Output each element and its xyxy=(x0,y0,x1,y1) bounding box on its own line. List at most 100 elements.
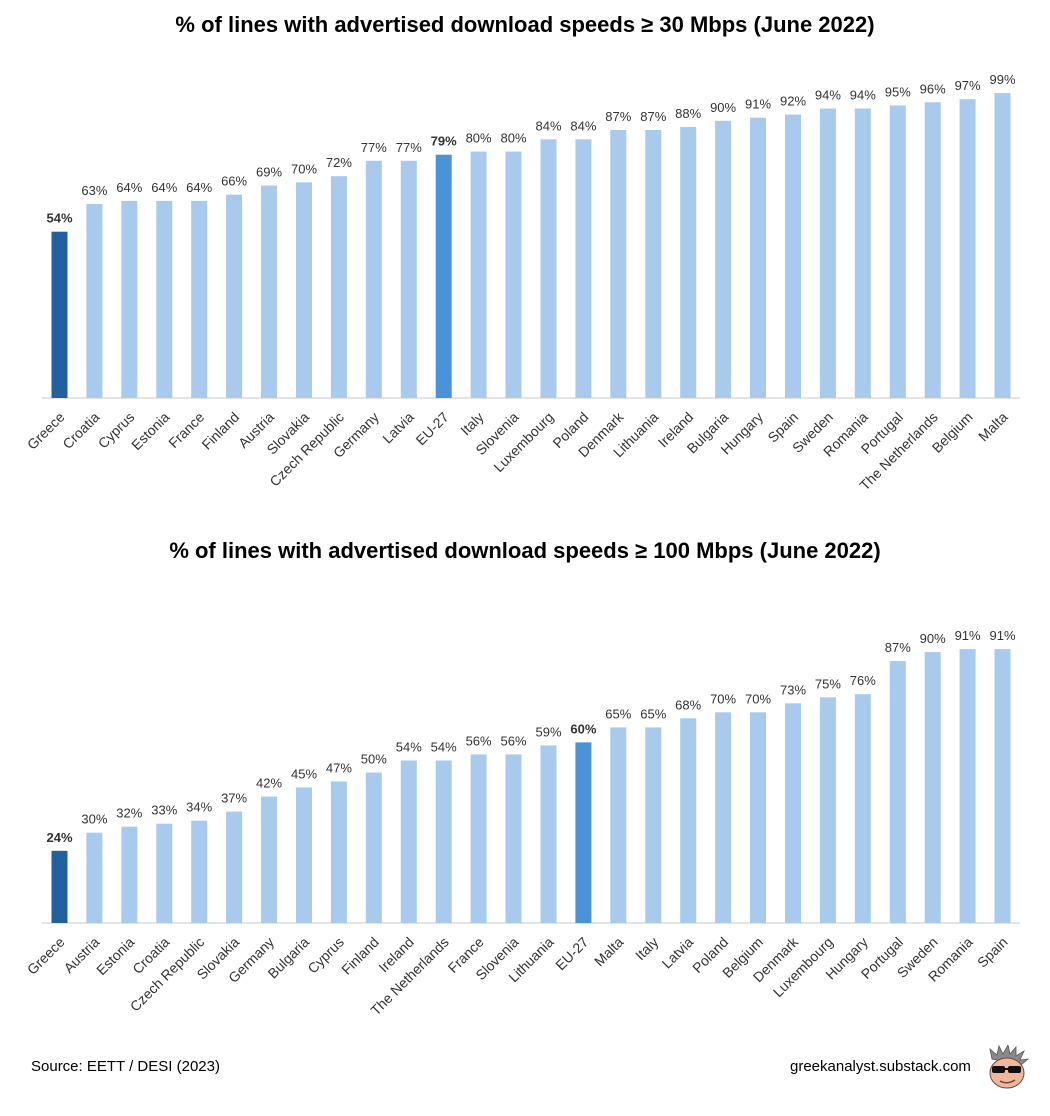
data-label: 34% xyxy=(186,800,212,815)
bar-france xyxy=(470,754,487,923)
data-label: 50% xyxy=(361,752,387,767)
data-label: 90% xyxy=(710,100,736,115)
data-label: 70% xyxy=(710,691,736,706)
bar-croatia xyxy=(86,204,103,398)
x-tick-label: Italy xyxy=(632,934,661,963)
bar-cyprus xyxy=(121,200,138,398)
chart-1-title: % of lines with advertised download spee… xyxy=(175,12,875,37)
bar-estonia xyxy=(156,200,173,398)
bar-portugal xyxy=(889,661,906,923)
data-label: 72% xyxy=(326,155,352,170)
data-label: 80% xyxy=(466,131,492,146)
data-label: 77% xyxy=(396,140,422,155)
data-label: 70% xyxy=(745,691,771,706)
x-tick-label: Finland xyxy=(338,934,382,978)
data-label: 24% xyxy=(46,830,72,845)
bar-slovakia xyxy=(296,182,312,398)
data-label: 95% xyxy=(885,84,911,99)
bar-germany xyxy=(365,160,382,398)
bar-czech-republic xyxy=(330,176,347,398)
data-label: 97% xyxy=(955,78,981,93)
bar-finland xyxy=(365,772,382,923)
bar-greece xyxy=(51,231,68,398)
data-label: 87% xyxy=(640,109,666,124)
chart-2-title: % of lines with advertised download spee… xyxy=(169,538,881,563)
data-label: 90% xyxy=(920,631,946,646)
bar-spain xyxy=(785,114,801,398)
bar-eu-27 xyxy=(435,154,452,398)
chart-1-bar-chart: 54%Greece63%Croatia64%Cyprus64%Estonia64… xyxy=(24,72,1020,493)
x-tick-label: Malta xyxy=(591,934,627,970)
bar-ireland xyxy=(680,127,697,398)
bar-germany xyxy=(261,796,277,923)
data-label: 56% xyxy=(466,733,492,748)
data-label: 66% xyxy=(221,174,247,189)
data-label: 65% xyxy=(605,706,631,721)
data-label: 73% xyxy=(780,682,806,697)
data-label: 92% xyxy=(780,94,806,109)
data-label: 84% xyxy=(535,118,561,133)
bar-poland xyxy=(575,139,592,399)
bar-belgium xyxy=(959,99,976,398)
data-label: 80% xyxy=(500,131,526,146)
data-label: 32% xyxy=(116,806,142,821)
data-label: 54% xyxy=(396,740,422,755)
x-tick-label: Estonia xyxy=(93,934,137,978)
data-label: 63% xyxy=(81,183,107,198)
bar-latvia xyxy=(400,160,417,398)
bar-czech-republic xyxy=(191,820,208,923)
data-label: 76% xyxy=(850,673,876,688)
bar-slovakia xyxy=(226,811,243,923)
data-label: 69% xyxy=(256,165,282,180)
source-note: Source: EETT / DESI (2023) xyxy=(31,1058,220,1075)
bar-sweden xyxy=(924,652,941,923)
bar-hungary xyxy=(750,117,766,398)
data-label: 59% xyxy=(535,724,561,739)
cartoon-face-sunglasses-icon xyxy=(989,1045,1030,1089)
data-label: 60% xyxy=(570,721,596,736)
bar-denmark xyxy=(785,703,801,923)
data-label: 45% xyxy=(291,767,317,782)
bar-lithuania xyxy=(645,130,662,398)
data-label: 65% xyxy=(640,706,666,721)
bar-austria xyxy=(86,832,103,923)
bar-latvia xyxy=(680,718,697,923)
bar-slovenia xyxy=(505,151,522,398)
bar-cyprus xyxy=(330,781,347,923)
x-tick-label: Spain xyxy=(974,934,1011,971)
data-label: 47% xyxy=(326,761,352,776)
data-label: 75% xyxy=(815,676,841,691)
bar-austria xyxy=(261,185,277,398)
data-label: 64% xyxy=(151,180,177,195)
data-label: 42% xyxy=(256,776,282,791)
data-label: 54% xyxy=(46,211,72,226)
data-label: 33% xyxy=(151,803,177,818)
bar-finland xyxy=(226,194,243,398)
bar-luxembourg xyxy=(819,697,836,924)
bar-malta xyxy=(994,93,1011,398)
bar-estonia xyxy=(121,826,138,923)
bar-lithuania xyxy=(540,745,557,923)
x-tick-label: EU-27 xyxy=(552,934,592,974)
data-label: 70% xyxy=(291,161,317,176)
data-label: 64% xyxy=(186,180,212,195)
bar-eu-27 xyxy=(575,742,592,923)
bar-portugal xyxy=(889,105,906,399)
data-label: 91% xyxy=(955,628,981,643)
data-label: 96% xyxy=(920,81,946,96)
data-label: 84% xyxy=(570,118,596,133)
bar-slovenia xyxy=(505,754,522,923)
data-label: 94% xyxy=(850,88,876,103)
data-label: 91% xyxy=(745,97,771,112)
bar-hungary xyxy=(854,694,871,923)
chart-2-bar-chart: 24%Greece30%Austria32%Estonia33%Croatia3… xyxy=(24,628,1020,1018)
bar-croatia xyxy=(156,823,173,923)
data-label: 88% xyxy=(675,106,701,121)
bar-romania xyxy=(854,108,871,398)
bar-bulgaria xyxy=(296,787,312,923)
data-label: 30% xyxy=(81,812,107,827)
bar-sweden xyxy=(819,108,836,398)
site-link[interactable]: greekanalyst.substack.com xyxy=(790,1058,971,1075)
data-label: 94% xyxy=(815,88,841,103)
data-label: 54% xyxy=(431,740,457,755)
